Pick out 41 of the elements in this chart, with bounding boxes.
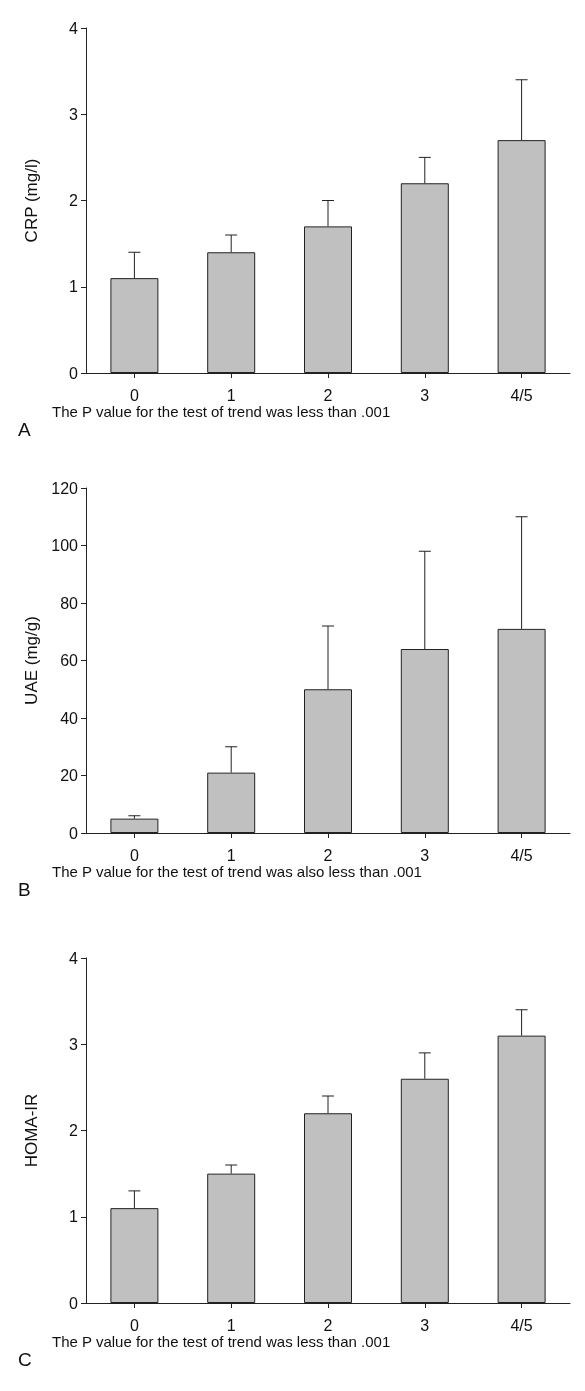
y-tick-label: 80 xyxy=(60,594,79,612)
x-tick-label: 2 xyxy=(323,846,333,864)
x-tick-label: 3 xyxy=(420,386,430,404)
y-tick-label: 20 xyxy=(60,767,79,784)
x-tick-label: 1 xyxy=(226,1316,236,1334)
y-axis-title: CRP (mg/l) xyxy=(22,158,41,243)
text: B xyxy=(18,879,31,900)
y-tick-label: 100 xyxy=(51,537,79,554)
x-tick-label: 1 xyxy=(226,386,236,404)
y-axis-title: HOMA-IR xyxy=(22,1093,41,1168)
x-tick-label: 4/5 xyxy=(510,1316,533,1334)
x-tick-label: 4/5 xyxy=(510,386,533,404)
y-axis-title: UAE (mg/g) xyxy=(22,616,41,705)
text: The P value for the test of trend was less than .001 xyxy=(52,403,391,420)
y-tick-label: 4 xyxy=(69,949,79,967)
text: A xyxy=(18,419,31,440)
x-tick-label: 1 xyxy=(226,846,236,864)
y-tick-label: 0 xyxy=(69,364,79,382)
y-tick-label: 0 xyxy=(69,824,79,842)
x-tick-label: 3 xyxy=(420,1316,430,1334)
y-tick-label: 60 xyxy=(60,652,79,669)
y-tick-label: 2 xyxy=(69,192,79,209)
text: C xyxy=(18,1349,32,1370)
x-tick-label: 2 xyxy=(323,386,333,404)
x-tick-label: 0 xyxy=(129,386,139,404)
text: The P value for the test of trend was less than .001 xyxy=(52,1333,391,1350)
y-tick-label: 2 xyxy=(69,1122,79,1139)
y-tick-label: 40 xyxy=(60,709,79,727)
x-tick-label: 0 xyxy=(129,1316,139,1334)
x-tick-label: 4/5 xyxy=(510,846,533,864)
y-tick-label: 3 xyxy=(69,105,79,123)
y-tick-label: 120 xyxy=(51,479,79,497)
y-tick-label: 0 xyxy=(69,1294,79,1312)
x-tick-label: 2 xyxy=(323,1316,333,1334)
text: The P value for the test of trend was also less than .001 xyxy=(52,863,422,880)
y-tick-label: 1 xyxy=(69,1208,79,1226)
y-tick-label: 3 xyxy=(69,1035,79,1053)
x-tick-label: 0 xyxy=(129,846,139,864)
y-tick-label: 4 xyxy=(69,19,79,37)
x-tick-label: 3 xyxy=(420,846,430,864)
y-tick-label: 1 xyxy=(69,278,79,296)
